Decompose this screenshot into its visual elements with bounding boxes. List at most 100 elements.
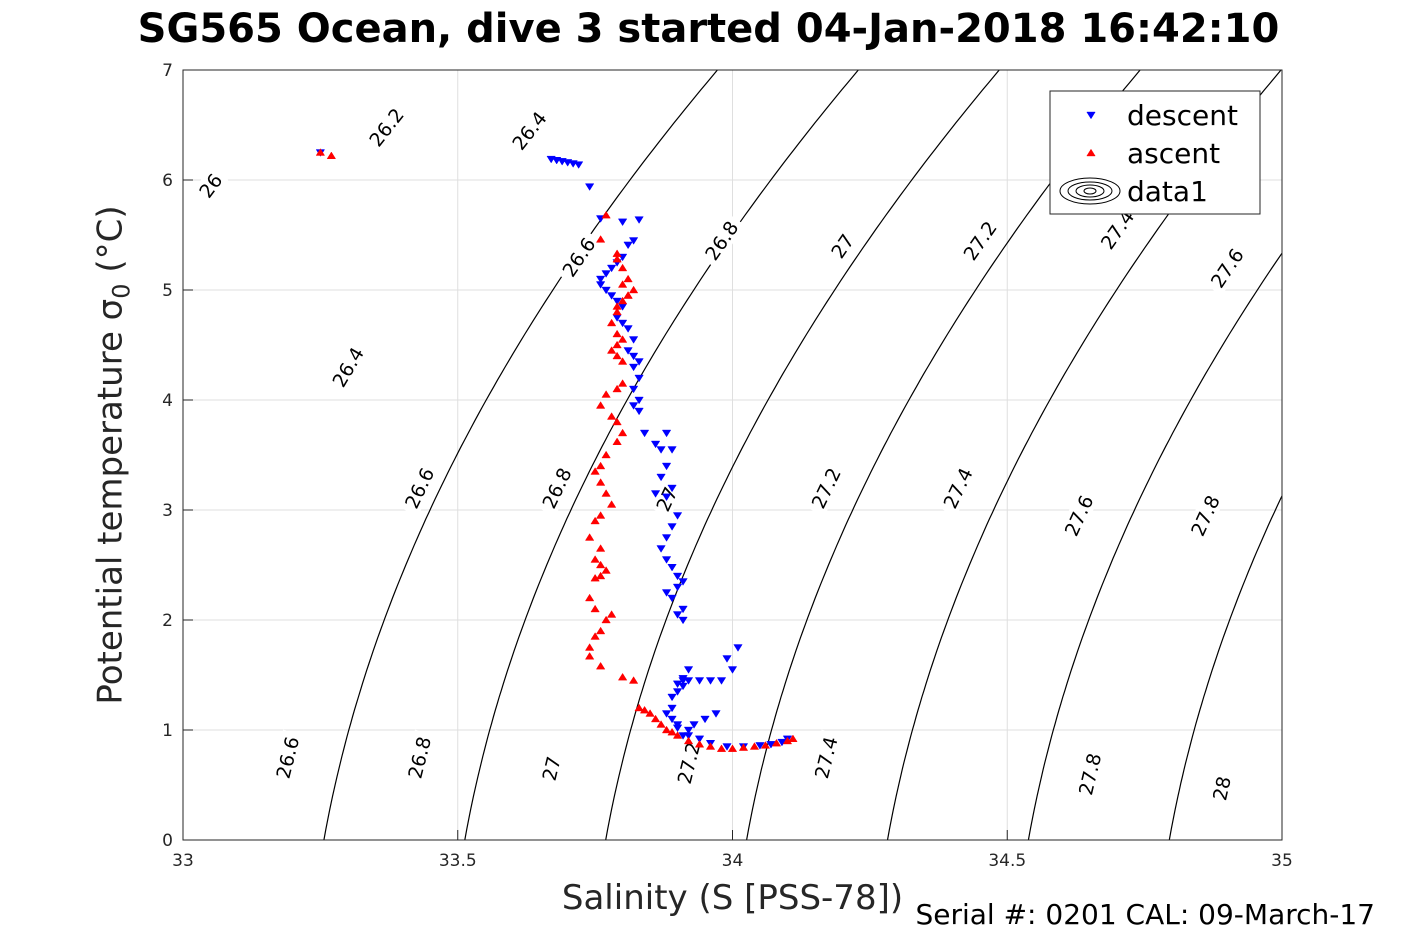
descent-point [634,407,644,416]
x-tick-label: 33.5 [439,851,477,871]
y-tick-label: 6 [162,171,173,191]
descent-point [716,677,727,685]
ascent-point [617,379,628,387]
ascent-series [315,148,798,752]
contour-label-bg [325,338,371,395]
descent-point [628,336,639,344]
ascent-point [727,744,738,752]
chart-title: SG565 Ocean, dive 3 started 04-Jan-2018 … [137,6,1280,52]
descent-point [612,297,622,306]
descent-point [727,666,738,674]
descent-point [678,605,688,614]
descent-point [639,429,650,438]
contour-label-bg [671,735,706,791]
descent-point [683,726,694,735]
contour-label-bg [1057,487,1100,544]
descent-point [661,429,672,438]
contour-label-bg [1203,240,1251,296]
contour-label-bg [1184,487,1226,544]
contour-label-bg [808,729,843,786]
legend-label-data1: data1 [1127,175,1208,208]
legend-contour-icon [1059,177,1121,205]
descent-point [661,710,672,718]
descent-point [573,161,584,169]
contour-label-bg [535,459,578,517]
isopycnal-line [1302,0,1417,895]
ascent-point [595,461,606,470]
descent-series [315,149,793,751]
descent-point [628,352,639,361]
descent-point [711,710,721,718]
ascent-point [623,274,633,283]
descent-point [700,715,710,724]
contour-label-bg [192,166,229,205]
isopycnal-line [1168,494,1282,840]
ascent-point [601,450,611,459]
contour-label-bg [402,729,437,786]
descent-point [584,183,595,191]
descent-point [689,721,699,729]
y-axis-label-sub: 0 [107,283,136,299]
descent-point [617,319,628,328]
contour-label-bg [955,212,1004,269]
y-axis-label: Potential temperature σ0 (°C) [91,205,136,704]
descent-point [617,218,628,227]
data-points [315,148,798,752]
ascent-point [623,291,633,299]
legend-ascent-marker [1086,148,1096,157]
ascent-point [601,489,611,497]
descent-point [628,363,639,372]
legend-contour-ring [1059,177,1121,205]
x-tick-label: 34.5 [988,851,1026,871]
ascent-point [612,384,622,393]
y-axis-label-unit: (°C) [90,205,131,284]
descent-point [667,523,677,531]
x-tick-label: 35 [1271,851,1293,871]
ascent-point [612,254,622,263]
ascent-point [606,412,617,420]
descent-point [601,286,611,295]
ascent-point [612,417,622,426]
ascent-point [590,632,600,640]
ascent-point [617,335,628,343]
ascent-point [584,533,595,541]
descent-point [661,493,672,502]
descent-point [667,715,677,724]
descent-point [667,704,677,713]
ascent-point [590,555,600,563]
ascent-point [601,390,611,398]
ascent-point [601,566,611,574]
ascent-point [584,652,595,660]
ascent-point [595,401,606,409]
y-tick-label: 0 [162,831,173,851]
ascent-point [617,263,628,272]
descent-point [755,742,765,750]
ascent-point [738,743,749,751]
contour-label-bg [270,729,305,786]
ascent-point [315,148,326,156]
descent-point [667,693,677,702]
ascent-point [326,151,337,159]
ascent-point [612,437,622,445]
descent-point [678,616,688,625]
y-tick-label: 3 [162,501,173,521]
descent-point [656,446,666,454]
ascent-point [584,643,595,651]
ascent-point [590,516,600,525]
y-axis-label-text: Potential temperature [90,320,131,705]
descent-point [667,564,677,572]
ascent-point [590,573,600,582]
legend-contour-ring [1067,181,1113,201]
ascent-point [628,285,639,294]
descent-point [672,721,683,729]
descent-point [628,237,639,245]
y-tick-label: 4 [162,391,173,411]
x-tick-label: 33 [172,851,194,871]
ascent-point [590,467,600,475]
descent-point [683,732,694,740]
descent-point [623,325,633,333]
isopycnal-line [605,70,1000,840]
descent-point [672,583,683,592]
descent-point [623,241,633,250]
ascent-point [606,500,617,508]
